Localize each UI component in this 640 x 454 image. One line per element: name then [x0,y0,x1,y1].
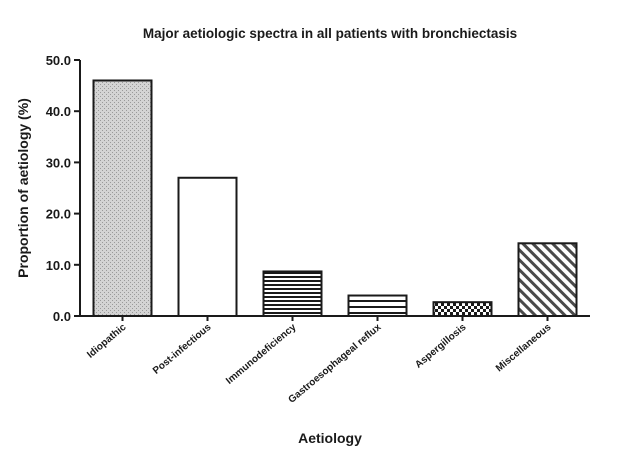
x-axis-label: Aetiology [298,430,362,446]
y-tick-label: 40.0 [46,104,71,119]
y-tick-label: 50.0 [46,53,71,68]
y-axis: 0.0 10.0 20.0 30.0 40.0 50.0 [46,53,81,324]
bar-aspergillosis [432,301,493,317]
y-axis-label: Proportion of aetiology (%) [15,98,31,278]
x-tick-label: Gastroesophageal reflux [287,322,384,406]
x-axis: Idiopathic Post-infectious Immunodeficienc… [80,315,590,406]
bar-miscellaneous [517,242,578,318]
y-tick-label: 30.0 [46,155,71,170]
chart-title: Major aetiologic spectra in all patients… [143,26,517,41]
bar-post-infectious [177,176,238,317]
x-tick-label: Immunodeficiency [224,322,299,387]
bars [92,79,578,318]
y-tick-label: 20.0 [46,207,71,222]
bar-idiopathic [92,79,153,318]
x-tick-label: Idiopathic [85,322,129,361]
x-tick-label: Aspergillosis [413,322,469,371]
y-tick-label: 10.0 [46,258,71,273]
x-tick-label: Miscellaneous [494,322,554,375]
bar-gastroesophageal-reflux [347,294,408,317]
bar-immunodeficiency [262,270,323,317]
y-tick-label: 0.0 [53,309,71,324]
x-tick-label: Post-infectious [151,322,214,377]
